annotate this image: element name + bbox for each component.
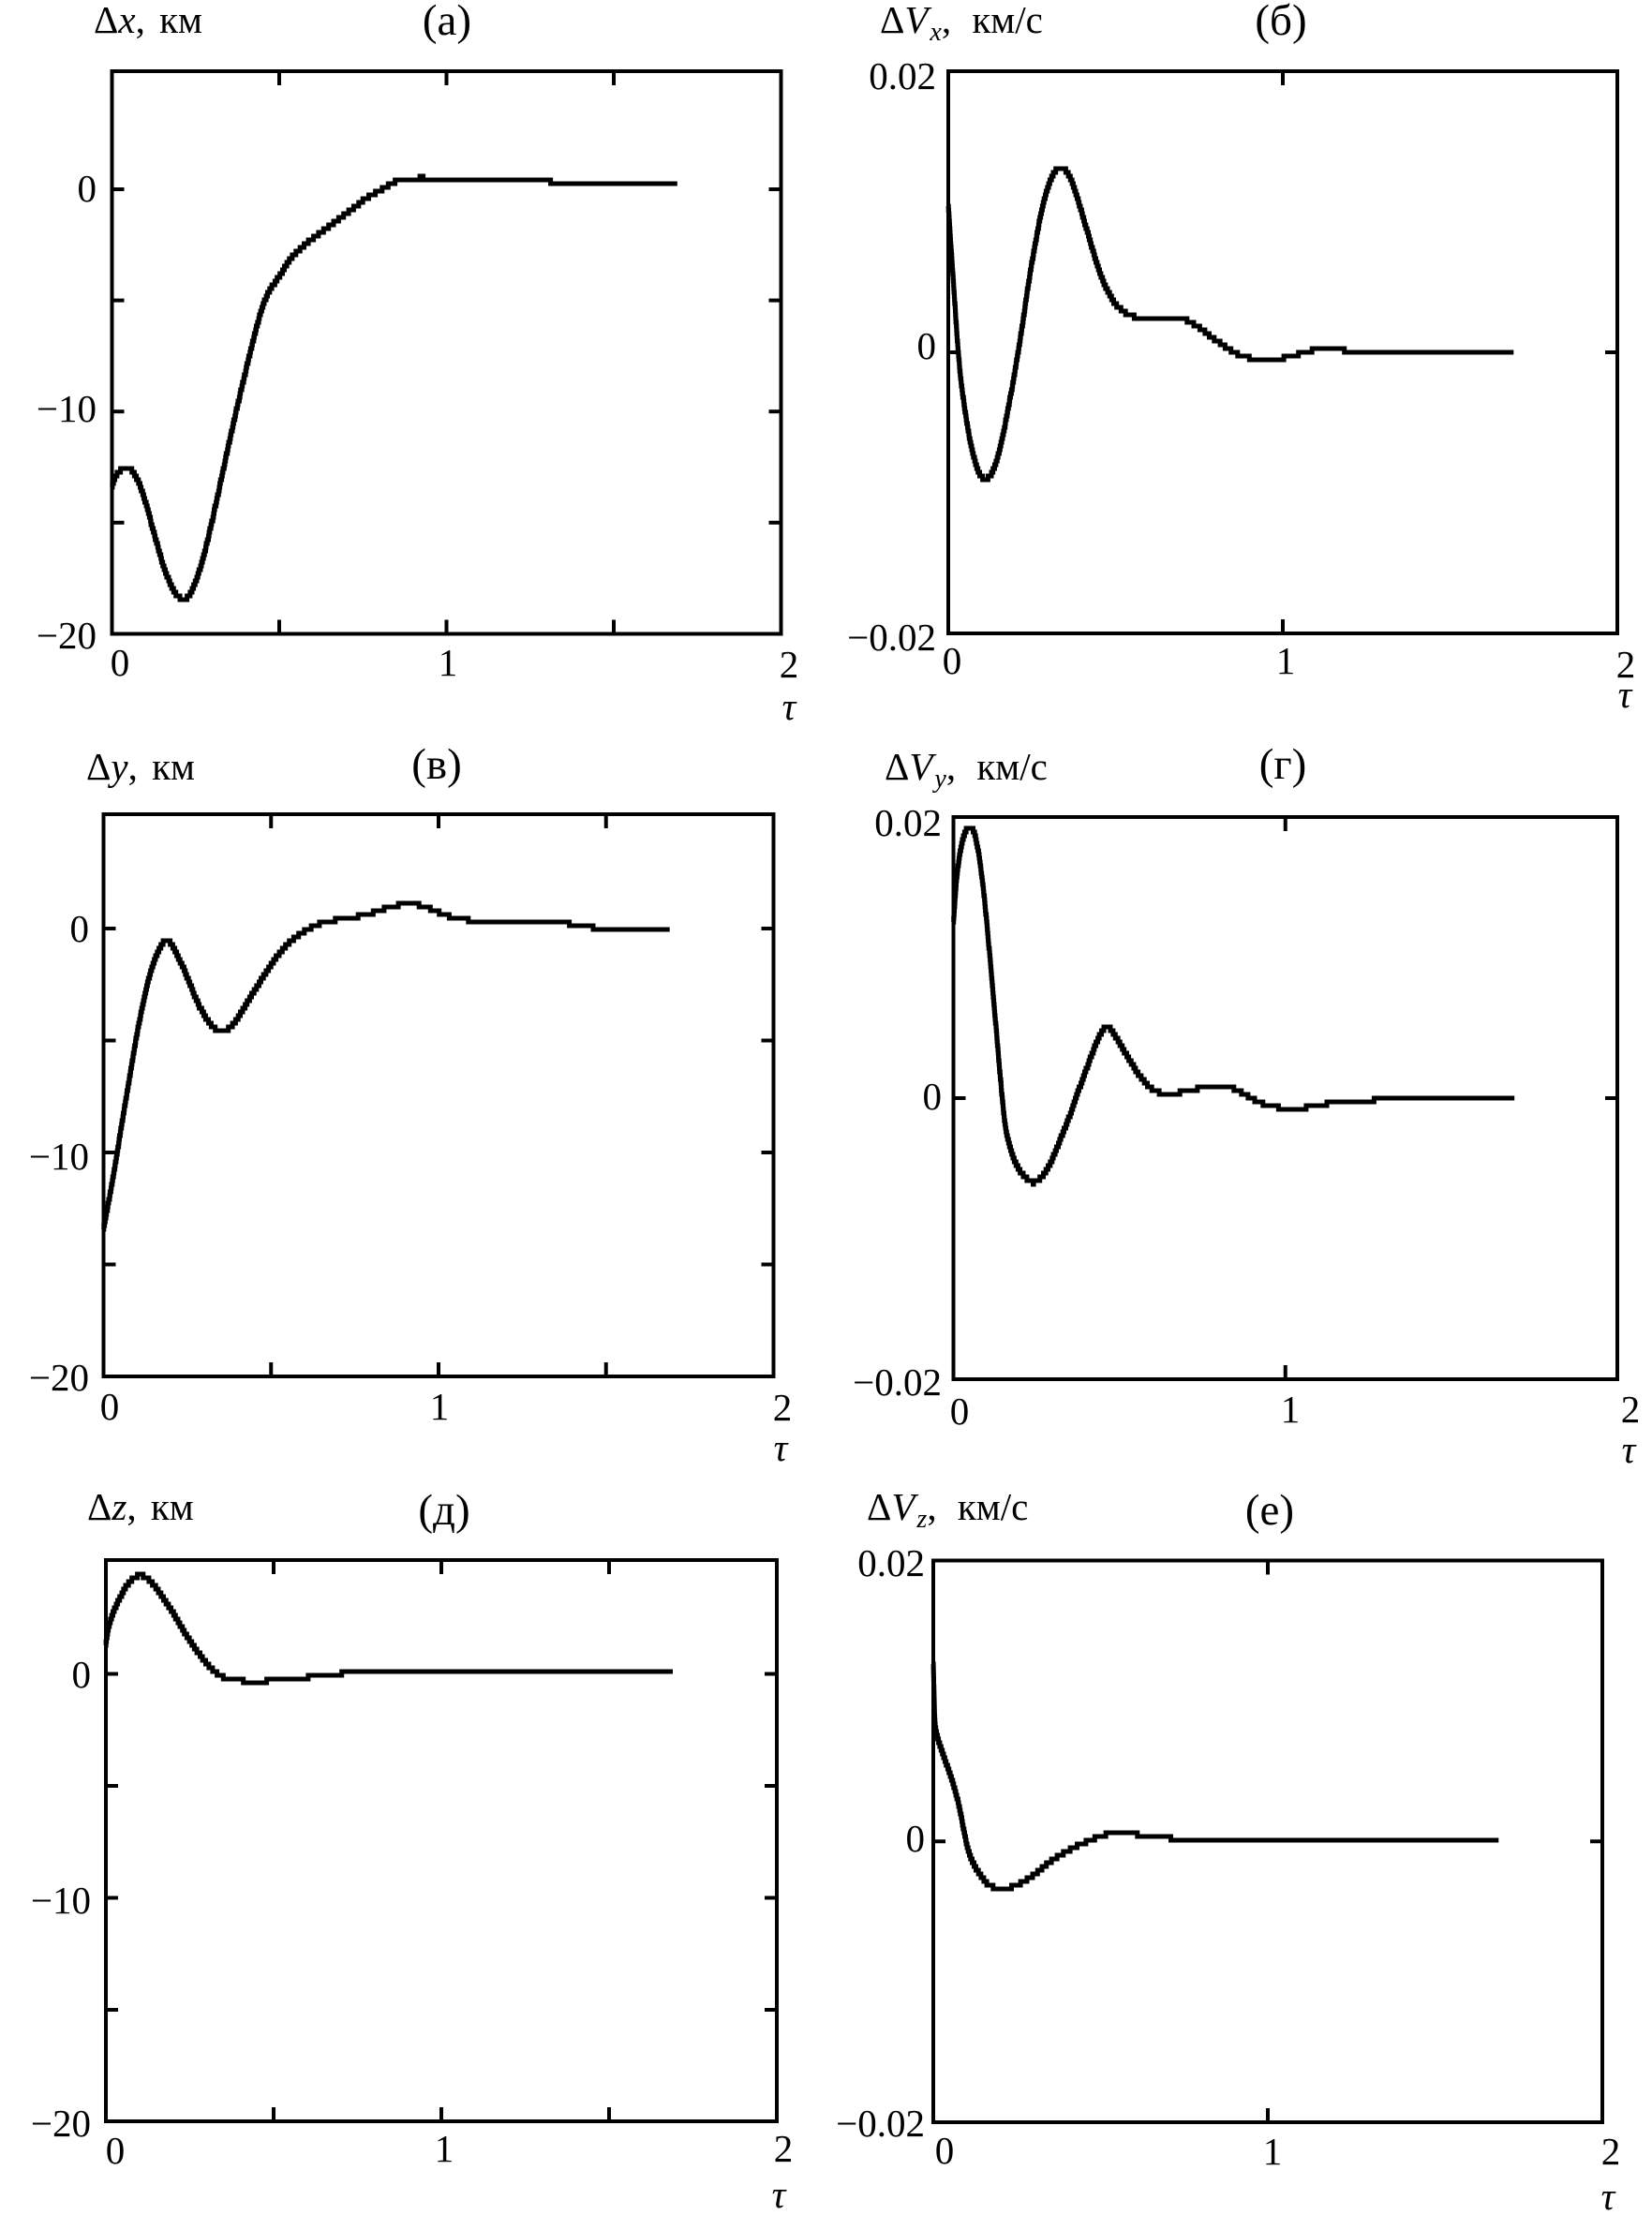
svg-text:τ: τ bbox=[1601, 2175, 1616, 2215]
svg-text:0: 0 bbox=[923, 1075, 943, 1118]
svg-text:(е): (е) bbox=[1245, 1486, 1294, 1535]
svg-text:2: 2 bbox=[1621, 1388, 1641, 1431]
svg-text:−20: −20 bbox=[37, 614, 97, 657]
svg-text:2: 2 bbox=[780, 643, 799, 686]
svg-text:0: 0 bbox=[917, 324, 937, 367]
svg-text:Δz, км: Δz, км bbox=[87, 1485, 194, 1528]
svg-text:−0.02: −0.02 bbox=[847, 616, 936, 659]
svg-text:τ: τ bbox=[1618, 673, 1633, 716]
svg-text:(а): (а) bbox=[423, 0, 471, 45]
svg-text:0: 0 bbox=[106, 2129, 126, 2172]
svg-text:−0.02: −0.02 bbox=[853, 1360, 942, 1404]
svg-text:(в): (в) bbox=[411, 740, 462, 789]
svg-text:−20: −20 bbox=[29, 1356, 89, 1399]
svg-text:1: 1 bbox=[1263, 2130, 1283, 2173]
svg-text:Δx, км: Δx, км bbox=[94, 0, 202, 41]
svg-text:−10: −10 bbox=[29, 1135, 89, 1178]
svg-text:−10: −10 bbox=[37, 387, 97, 430]
svg-text:τ: τ bbox=[772, 2173, 787, 2215]
svg-text:τ: τ bbox=[1622, 1428, 1637, 1471]
svg-text:−10: −10 bbox=[31, 1879, 91, 1922]
svg-text:0: 0 bbox=[100, 1385, 120, 1428]
svg-text:0: 0 bbox=[906, 1817, 926, 1860]
svg-text:0.02: 0.02 bbox=[869, 54, 936, 97]
svg-text:0: 0 bbox=[950, 1390, 970, 1433]
svg-text:2: 2 bbox=[773, 1386, 793, 1429]
svg-text:1: 1 bbox=[439, 641, 458, 684]
svg-text:−0.02: −0.02 bbox=[836, 2102, 925, 2145]
svg-text:τ: τ bbox=[774, 1426, 789, 1469]
svg-text:Δy, км: Δy, км bbox=[86, 745, 195, 788]
svg-text:2: 2 bbox=[774, 2127, 794, 2170]
svg-text:0: 0 bbox=[943, 639, 962, 682]
svg-text:(б): (б) bbox=[1255, 0, 1306, 45]
svg-text:0: 0 bbox=[111, 641, 130, 684]
svg-text:0: 0 bbox=[72, 1653, 92, 1696]
svg-text:0.02: 0.02 bbox=[874, 801, 942, 844]
svg-text:−20: −20 bbox=[31, 2102, 91, 2145]
svg-text:1: 1 bbox=[430, 1385, 450, 1428]
svg-text:1: 1 bbox=[435, 2127, 454, 2170]
svg-text:0: 0 bbox=[935, 2129, 955, 2172]
svg-text:1: 1 bbox=[1276, 639, 1296, 682]
svg-text:1: 1 bbox=[1281, 1388, 1301, 1431]
svg-text:(д): (д) bbox=[418, 1486, 469, 1535]
svg-text:(г): (г) bbox=[1259, 740, 1307, 789]
svg-text:τ: τ bbox=[782, 685, 797, 728]
svg-text:0: 0 bbox=[70, 907, 90, 950]
svg-text:0.02: 0.02 bbox=[857, 1541, 925, 1584]
svg-text:0: 0 bbox=[78, 167, 97, 210]
svg-text:2: 2 bbox=[1601, 2130, 1621, 2173]
svg-text:2: 2 bbox=[1616, 643, 1636, 686]
